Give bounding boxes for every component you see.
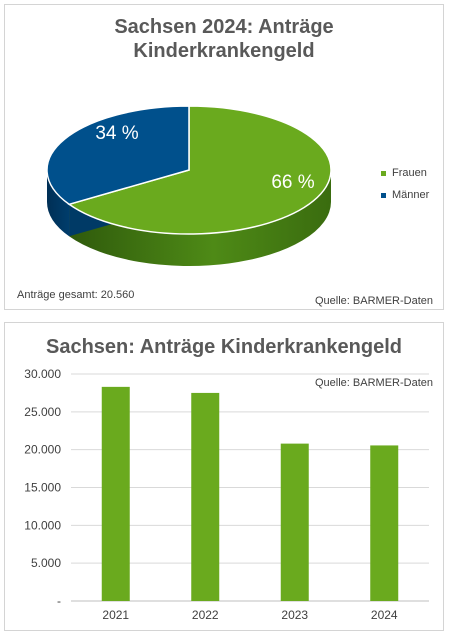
legend-item-frauen: Frauen [381,167,427,179]
pie-title-line-1: Sachsen 2024: Anträge [114,16,334,38]
pie-data-label-maenner: 34 % [95,123,138,144]
legend-label-frauen: Frauen [392,167,427,179]
bar-chart-title: Sachsen: Anträge Kinderkrankengeld [45,336,403,358]
legend-swatch-frauen [381,170,386,176]
pie-slice-maenner [46,105,190,206]
bar-2021 [101,386,130,601]
legend-label-maenner: Männer [392,189,430,201]
y-tick-label: 20.000 [24,443,61,457]
bar-chart-panel: Sachsen: Anträge Kinderkrankengeld Quell… [4,322,444,631]
x-tick-label: 2024 [371,608,398,622]
bar-chart-plot: - 5.000 10.000 15.000 20.000 25.000 30.000 2021… [24,367,429,622]
pie-title-line-2: Kinderkrankengeld [133,40,315,62]
y-tick-label: - [57,594,61,608]
x-tick-label: 2023 [281,608,308,622]
bar-2022 [191,392,220,601]
pie-chart-title: Sachsen 2024: Anträge Kinderkrankengeld [5,15,443,63]
pie-slice-frauen [67,105,332,235]
pie-source-note: Quelle: BARMER-Daten [315,295,433,307]
x-tick-label: 2022 [192,608,219,622]
pie-slice-side-maenner [47,170,70,237]
legend-swatch-maenner [381,192,386,198]
y-tick-label: 5.000 [31,556,61,570]
y-tick-label: 15.000 [24,481,61,495]
y-tick-label: 30.000 [24,367,61,381]
legend-item-maenner: Männer [381,189,429,201]
y-tick-label: 25.000 [24,405,61,419]
pie-chart-plot: 66 % 34 % [46,105,332,266]
pie-data-label-frauen: 66 % [271,172,314,193]
pie-slice-side-frauen [69,170,331,266]
x-tick-label: 2021 [102,608,129,622]
bar-source-note: Quelle: BARMER-Daten [315,377,433,389]
bar-2024 [370,445,399,601]
total-applications-note: Anträge gesamt: 20.560 [17,289,135,301]
pie-chart-panel: Sachsen 2024: Anträge Kinderkrankengeld … [4,4,444,310]
bar-2023 [280,443,309,601]
y-tick-label: 10.000 [24,518,61,532]
